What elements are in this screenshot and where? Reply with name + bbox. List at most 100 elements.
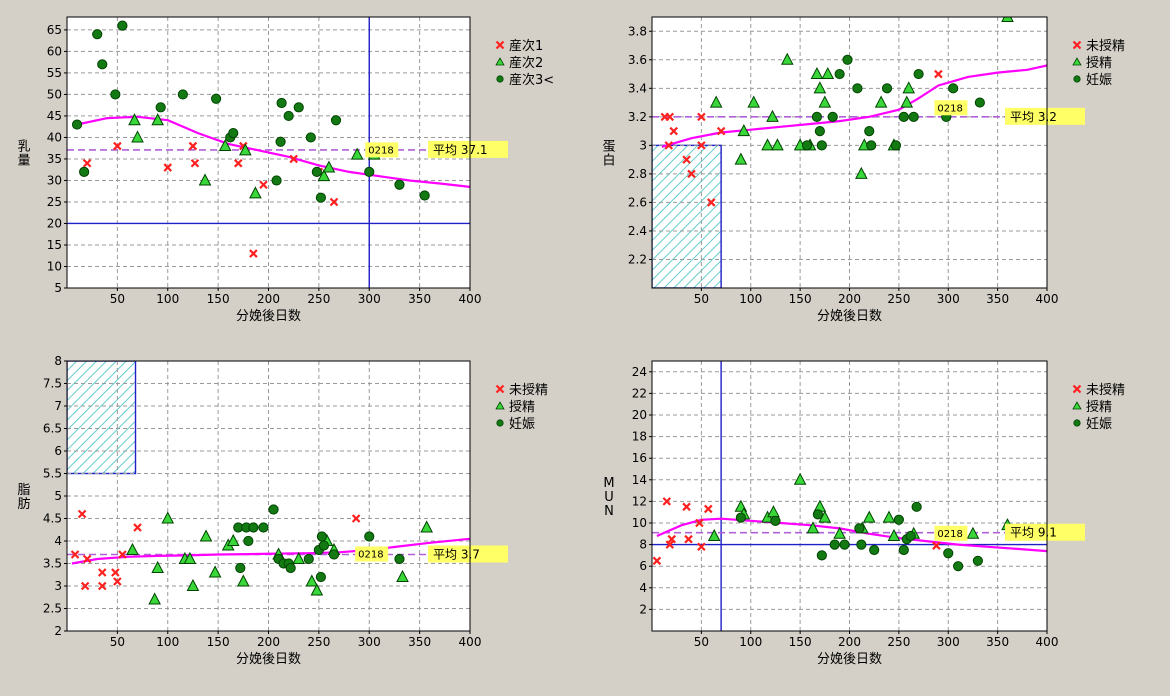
series-1-point <box>233 158 243 168</box>
series-2-point <box>310 583 324 596</box>
series-3-point <box>248 522 259 533</box>
x-tick-label: 100 <box>739 635 762 649</box>
series-1-point <box>113 141 122 151</box>
x-axis: 50 100 150 200 250 300 350 400 <box>694 288 1058 306</box>
x-axis-title: 分娩後日数 <box>817 309 882 324</box>
y-tick-label: 6 <box>639 559 647 573</box>
series-1-point <box>932 541 941 550</box>
legend-item: 未授精 <box>495 383 548 398</box>
y-tick-label: 7.5 <box>43 377 62 391</box>
average-label-bg <box>1005 107 1085 125</box>
legend-label: 授精 <box>1086 400 1112 415</box>
series-3-point <box>814 126 825 137</box>
y-tick-label: 3 <box>54 579 62 593</box>
series-3-point <box>318 540 330 551</box>
y-axis: 2.2 2.4 2.6 2.8 3 3.2 3.4 3.6 3.8 <box>628 24 652 266</box>
legend-item: 未授精 <box>1072 39 1125 54</box>
y-tick-label: 5 <box>54 489 62 503</box>
y-tick-label: 55 <box>47 66 62 80</box>
series-1-point <box>82 554 92 564</box>
x-tick-label: 50 <box>110 635 125 649</box>
y-axis-title-char: U <box>604 490 614 505</box>
series-2-point <box>1001 17 1014 22</box>
fat-chart: 0218 平均 3.7 50 100 150 200 250 300 350 400 2 2.5 3 3.… <box>17 354 548 667</box>
x-axis: 50 100 150 200 250 300 350 400 <box>110 631 482 649</box>
average-label: 平均 3.2 <box>1010 110 1057 124</box>
series-1-point <box>351 514 361 523</box>
series-3-points <box>71 20 430 203</box>
y-tick-label: 7 <box>54 399 62 413</box>
y-tick-label: 14 <box>632 473 647 487</box>
series-1-point <box>934 69 943 79</box>
series-2-point <box>420 520 434 533</box>
y-tick-label: 12 <box>632 494 647 508</box>
series-1-point <box>665 540 675 549</box>
series-2-point <box>780 52 794 65</box>
legend-swatch-triangle <box>1072 401 1082 410</box>
series-1-point <box>706 198 716 207</box>
series-1-point <box>289 154 298 164</box>
series-2-point <box>208 565 222 578</box>
y-tick-label: 65 <box>47 23 62 37</box>
series-1-point <box>163 163 173 172</box>
series-2-point <box>317 169 331 182</box>
legend-label: 産次1 <box>509 38 543 54</box>
x-tick-label: 350 <box>986 635 1009 649</box>
series-3-point <box>328 549 340 560</box>
y-axis-title-char: 量 <box>17 154 30 169</box>
series-3-point <box>869 544 880 556</box>
series-2-point <box>707 528 721 541</box>
series-3-point <box>898 544 909 556</box>
series-3-point <box>881 83 893 94</box>
series-3-point <box>315 192 326 203</box>
x-tick-label: 350 <box>408 292 431 306</box>
series-2-point <box>862 510 876 523</box>
series-2-point <box>350 147 364 160</box>
y-tick-label: 4 <box>54 534 62 548</box>
x-tick-label: 200 <box>257 292 280 306</box>
series-1-point <box>697 542 706 552</box>
series-2-point <box>305 574 319 587</box>
trend-line <box>76 115 470 188</box>
series-3-point <box>943 548 954 559</box>
series-1-point <box>682 502 691 512</box>
series-3-point <box>829 539 840 550</box>
mun-chart: 0218 平均 9.150 100 150 200 250 300 350 4002468101… <box>603 360 1125 667</box>
x-tick-label: 400 <box>459 635 482 649</box>
y-tick-label: 6 <box>54 444 62 458</box>
series-2-point <box>151 113 165 126</box>
y-axis-title: MUN <box>603 476 614 519</box>
series-1-point <box>684 534 693 544</box>
series-3-point <box>856 539 867 550</box>
series-3-point <box>177 89 188 100</box>
y-axis-title-char: 肪 <box>17 496 30 512</box>
series-3-point <box>268 504 279 515</box>
series-3-point <box>79 166 90 177</box>
y-tick-label: 18 <box>632 430 647 444</box>
series-3-point <box>735 512 746 523</box>
x-tick-label: 100 <box>156 635 179 649</box>
x-tick-label: 200 <box>838 635 861 649</box>
series-1-point <box>249 249 258 258</box>
cow-tag: 0218 <box>365 142 399 158</box>
series-1-point <box>113 577 122 586</box>
x-axis: 50 100 150 200 250 300 350 400 <box>694 631 1059 649</box>
series-3-point <box>283 110 294 122</box>
y-axis-title: 蛋白 <box>602 140 615 169</box>
series-2-point <box>126 542 139 555</box>
legend-item: 産次1 <box>495 38 543 54</box>
series-1-point <box>695 518 704 528</box>
series-3-point <box>827 111 838 122</box>
cow-tag-bg <box>365 142 399 158</box>
x-tick-label: 400 <box>1036 635 1059 649</box>
y-tick-label: 2.2 <box>628 252 647 266</box>
y-tick-label: 3.2 <box>628 110 647 124</box>
series-1-point <box>704 504 713 514</box>
y-tick-label: 10 <box>47 259 62 273</box>
series-2-point <box>810 66 824 80</box>
y-tick-label: 30 <box>47 173 62 187</box>
series-3-point <box>864 126 875 137</box>
series-2-point <box>874 95 888 108</box>
target-region <box>652 144 722 288</box>
series-2-point <box>737 124 751 137</box>
